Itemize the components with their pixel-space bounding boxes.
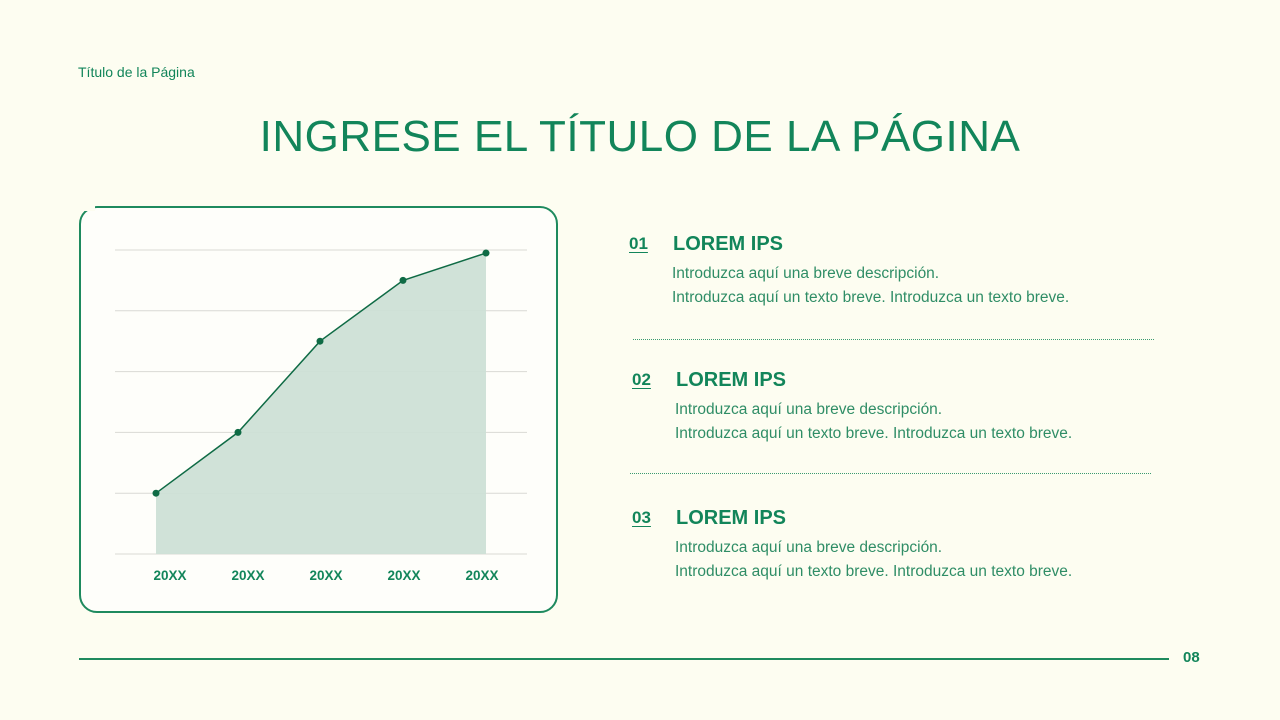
item-number: 02	[632, 370, 651, 389]
card-corner-gap	[77, 203, 95, 211]
item-number: 01	[629, 234, 648, 253]
x-axis-label: 20XX	[153, 568, 186, 583]
chart-point	[482, 249, 490, 257]
item-desc-line1: Introduzca aquí una breve descripción.	[675, 539, 943, 556]
x-axis-label: 20XX	[387, 568, 420, 583]
item-heading: LOREM IPS	[676, 507, 787, 529]
chart-point	[316, 337, 324, 345]
page-title: INGRESE EL TÍTULO DE LA PÁGINA	[259, 112, 1021, 161]
item-desc-line1: Introduzca aquí una breve descripción.	[675, 401, 943, 418]
x-axis-label: 20XX	[465, 568, 498, 583]
item-desc-line1: Introduzca aquí una breve descripción.	[672, 265, 940, 282]
x-axis-label: 20XX	[309, 568, 342, 583]
chart-point	[234, 428, 242, 436]
item-heading: LOREM IPS	[673, 233, 784, 255]
item-heading: LOREM IPS	[676, 369, 787, 391]
chart-point	[152, 489, 160, 497]
chart-point	[399, 276, 407, 284]
divider	[633, 339, 1154, 340]
item-desc-line2: Introduzca aquí un texto breve. Introduz…	[672, 289, 1070, 306]
item-desc-line2: Introduzca aquí un texto breve. Introduz…	[675, 425, 1073, 442]
item-number: 03	[632, 508, 651, 527]
chart-area-fill	[156, 253, 486, 555]
divider	[630, 473, 1151, 474]
page-number: 08	[1183, 649, 1200, 666]
footer-rule	[79, 658, 1169, 660]
chart-points	[152, 249, 490, 497]
x-axis-label: 20XX	[231, 568, 264, 583]
chart-x-labels: 20XX 20XX 20XX 20XX 20XX	[153, 568, 498, 583]
item-desc-line2: Introduzca aquí un texto breve. Introduz…	[675, 563, 1073, 580]
page-label: Título de la Página	[78, 64, 195, 80]
